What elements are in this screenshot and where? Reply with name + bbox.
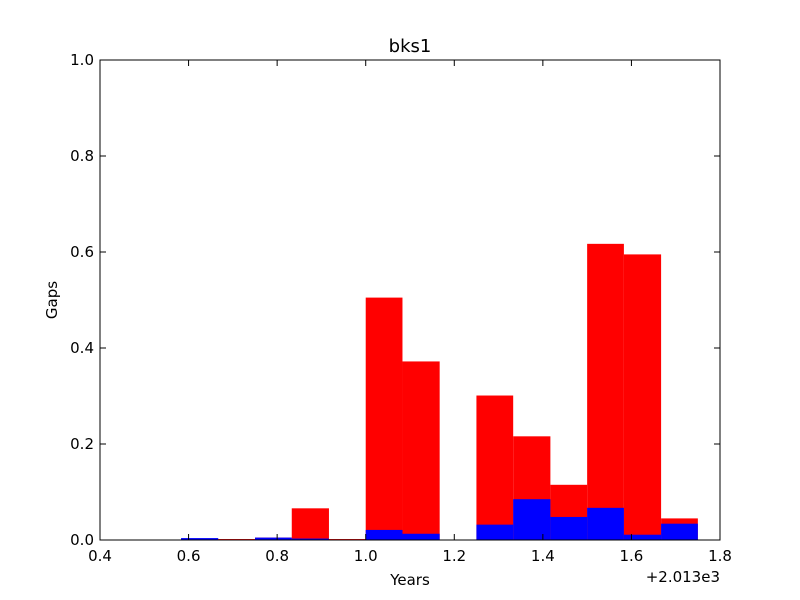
x-axis-label: Years [389, 571, 430, 589]
y-tick-label-0: 0.0 [70, 531, 94, 549]
bar-series1-bin10 [661, 523, 698, 540]
bar-series1-bin5 [476, 524, 514, 540]
bar-series1-bin1 [255, 537, 292, 540]
y-tick-label-1: 0.2 [70, 435, 94, 453]
bar-series0-bin6 [402, 361, 440, 540]
ticks-layer: 0.4 0.6 0.8 1.0 1.2 1.4 1.6 1.8 0.0 0.2 0.4 0.6 0.8 1… [70, 51, 732, 565]
y-tick-label-5: 1.0 [70, 51, 94, 69]
bar-series1-bin0 [181, 538, 219, 540]
plot-frame [99, 59, 721, 541]
bar-series1-bin8 [587, 507, 624, 540]
y-axis-label: Gaps [43, 281, 61, 319]
x-tick-label-7: 1.8 [708, 547, 732, 565]
bar-series1-bin7 [550, 516, 588, 540]
x-tick-label-2: 0.8 [265, 547, 289, 565]
x-tick-label-3: 1.0 [354, 547, 378, 565]
x-tick-label-1: 0.6 [177, 547, 201, 565]
bar-series0-bin7 [476, 395, 514, 540]
bar-series0-bin3 [291, 508, 329, 540]
bar-series1-bin6 [513, 499, 551, 540]
bar-series1-bin9 [623, 534, 662, 540]
x-tick-label-6: 1.6 [619, 547, 643, 565]
y-tick-label-3: 0.6 [70, 243, 94, 261]
x-tick-label-4: 1.2 [442, 547, 466, 565]
bar-series1-bin2 [291, 538, 329, 540]
y-tick-label-2: 0.4 [70, 339, 94, 357]
bars-layer [181, 243, 698, 540]
bar-series0-bin11 [623, 254, 662, 540]
x-tick-label-0: 0.4 [88, 547, 112, 565]
bar-series0-bin5 [365, 297, 403, 540]
y-tick-label-4: 0.8 [70, 147, 94, 165]
bar-series1-bin3 [365, 529, 403, 540]
x-tick-label-5: 1.4 [531, 547, 555, 565]
chart-title: bks1 [389, 36, 432, 57]
x-offset-label: +2.013e3 [646, 568, 720, 586]
bar-series0-bin10 [587, 243, 624, 540]
bar-series1-bin4 [402, 533, 440, 540]
